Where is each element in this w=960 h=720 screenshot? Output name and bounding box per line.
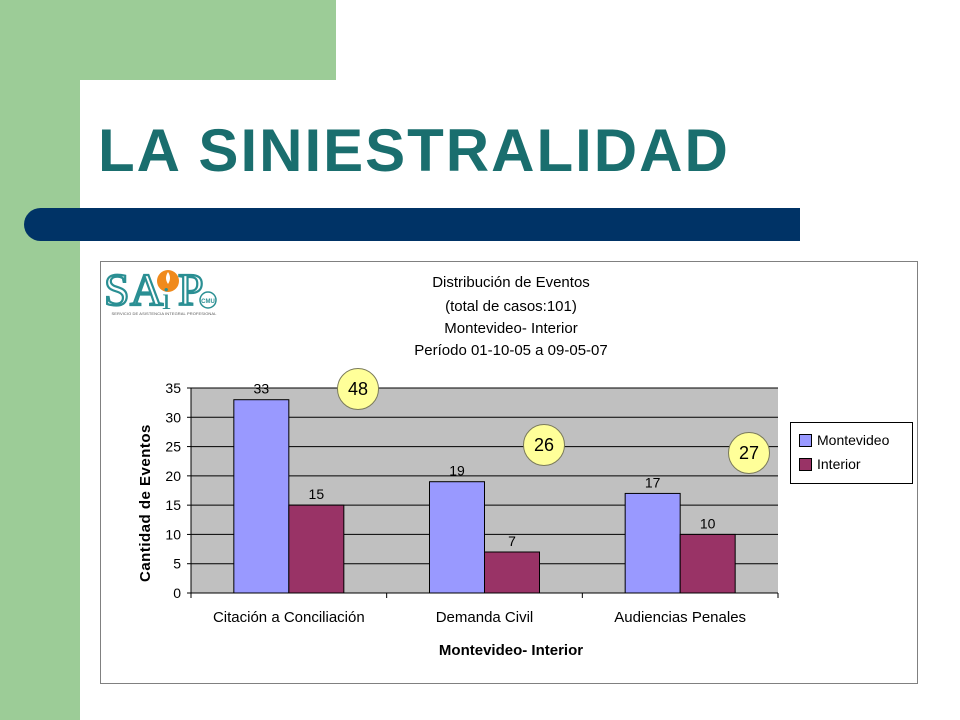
legend-item-montevideo: Montevideo [799, 431, 889, 449]
legend-swatch-interior [799, 457, 812, 471]
svg-text:CMU: CMU [201, 299, 215, 305]
saip-logo-icon: S A i P CMU [103, 263, 217, 316]
bar-value-label: 7 [508, 533, 516, 549]
y-tick-label: 10 [165, 526, 181, 542]
svg-text:S: S [104, 264, 130, 313]
y-tick-label: 15 [165, 497, 181, 513]
svg-text:i: i [162, 280, 171, 313]
chart-frame: S A i P CMU SERVICIO DE ASISTENCIA INTEG… [100, 261, 918, 684]
bar-interior [679, 533, 736, 594]
chart-title-line-3: Montevideo- Interior [444, 320, 578, 337]
bar-interior [288, 504, 345, 594]
slide-title: LA SINIESTRALIDAD [98, 117, 730, 184]
chart-title-line-4: Período 01-10-05 a 09-05-07 [414, 342, 608, 359]
bar-value-label: 19 [449, 463, 465, 479]
x-axis-title: Montevideo- Interior [438, 642, 584, 659]
top-accent-block [0, 0, 336, 80]
x-tick-label: Citación a Conciliación [213, 609, 365, 626]
total-bubble-demanda: 26 [523, 424, 565, 466]
y-tick-label: 30 [165, 409, 181, 425]
total-bubble-citacion: 48 [337, 368, 379, 410]
title-underline-bar [24, 208, 800, 241]
bar-montevideo [233, 399, 290, 594]
bar-chart: 0 5 10 15 20 25 30 35 33 19 17 15 7 10 Citación a Conc… [165, 380, 779, 626]
legend-item-interior: Interior [799, 455, 861, 473]
legend-swatch-montevideo [799, 433, 812, 447]
chart-title-line-1: Distribución de Eventos [432, 274, 590, 291]
bar-value-label: 17 [645, 474, 661, 490]
y-tick-label: 25 [165, 439, 181, 455]
bar-value-label: 10 [700, 515, 716, 531]
bar-montevideo [429, 481, 485, 594]
total-bubble-audiencias: 27 [728, 432, 770, 474]
y-tick-label: 5 [173, 556, 181, 572]
legend-label-montevideo: Montevideo [817, 432, 890, 448]
left-accent-bar [0, 0, 80, 720]
legend-label-interior: Interior [817, 456, 861, 472]
y-tick-label: 0 [173, 585, 181, 601]
logo-caption: SERVICIO DE ASISTENCIA INTEGRAL PROFESIO… [111, 311, 217, 316]
y-tick-label: 35 [165, 380, 181, 396]
bar-montevideo [624, 492, 681, 594]
svg-text:A: A [130, 264, 163, 313]
svg-text:P: P [178, 264, 204, 313]
cmu-badge-icon [199, 291, 217, 309]
x-tick-label: Audiencias Penales [614, 609, 746, 626]
bar-value-label: 33 [254, 381, 270, 397]
chart-legend: Montevideo Interior [790, 422, 913, 484]
y-axis-title: Cantidad de Eventos [137, 424, 154, 582]
bar-value-label: 15 [309, 486, 325, 502]
saip-logo: S A i P CMU SERVICIO DE ASISTENCIA INTEG… [102, 263, 222, 321]
bar-interior [484, 551, 540, 594]
x-tick-label: Demanda Civil [436, 609, 534, 626]
chart-title-line-2: (total de casos:101) [445, 298, 577, 315]
y-tick-label: 20 [165, 468, 181, 484]
